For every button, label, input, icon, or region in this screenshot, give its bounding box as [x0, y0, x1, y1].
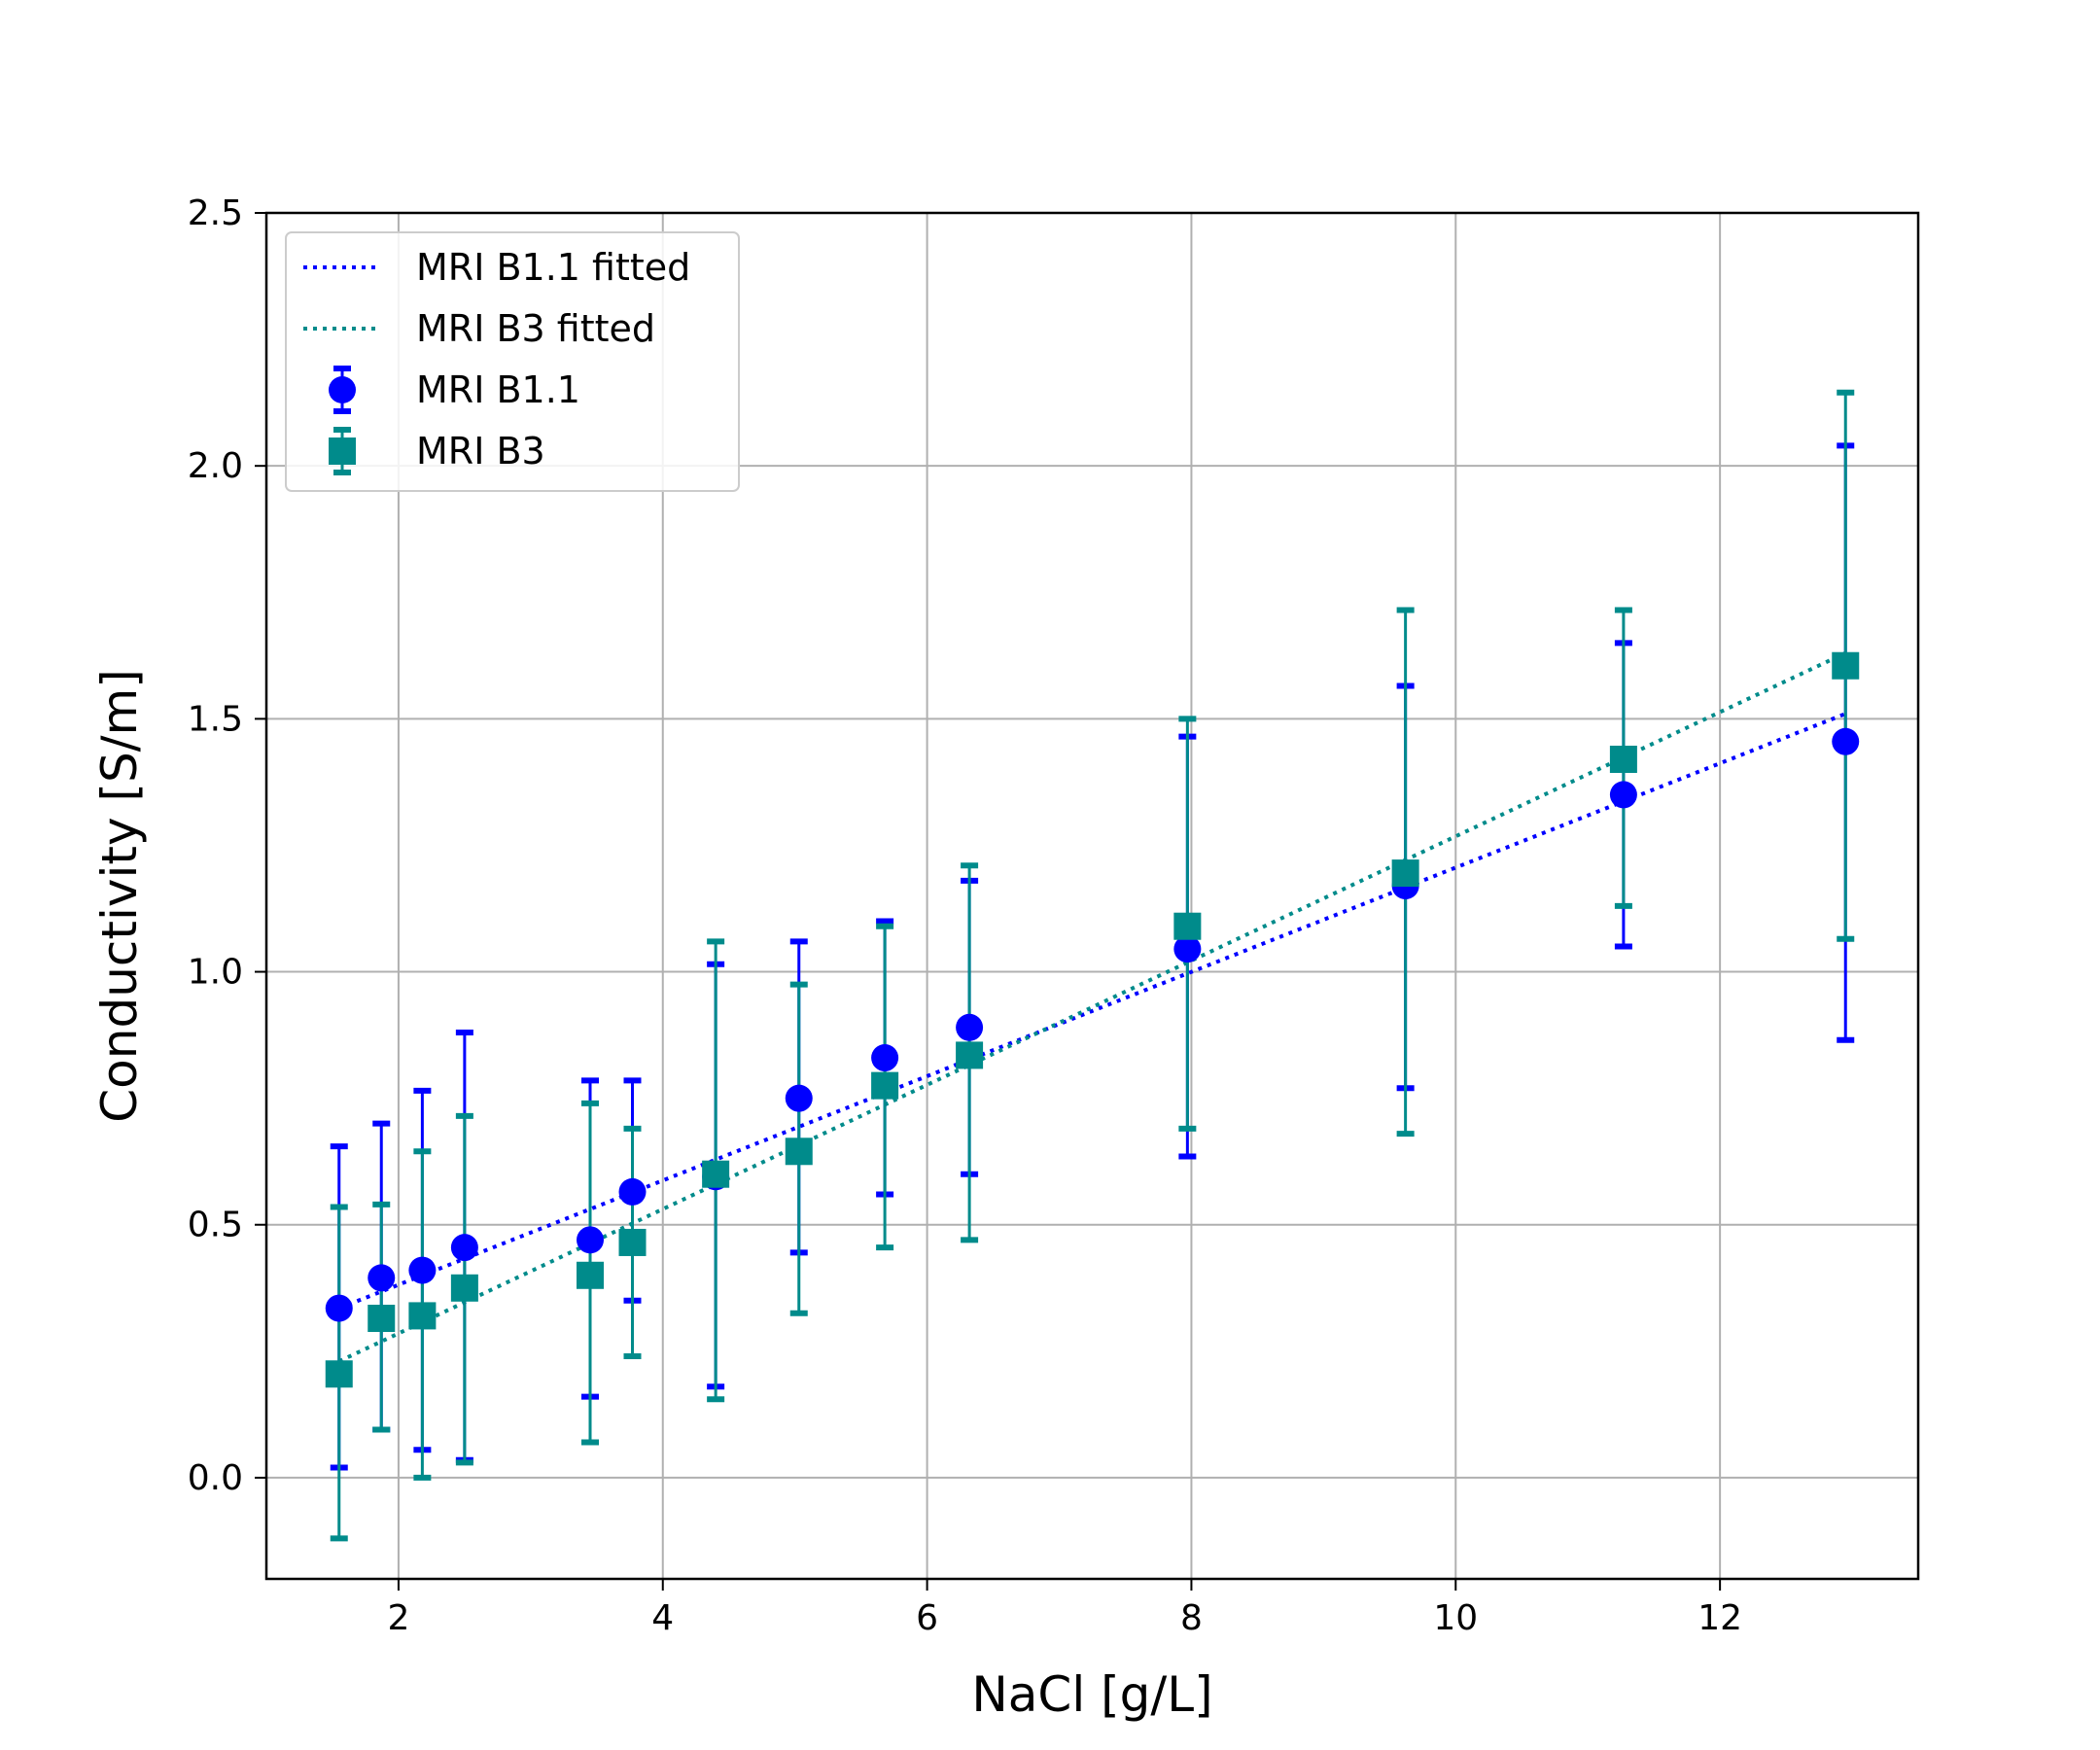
data-point-square — [450, 1274, 478, 1302]
axis-ticks: 2 4 6 8 10 12 0.0 0.5 1.0 1.5 2.0 2.5 — [188, 193, 1742, 1638]
data-point-square — [408, 1302, 437, 1330]
data-point-circle — [368, 1264, 396, 1292]
data-point-square — [1391, 859, 1419, 888]
legend-box — [285, 231, 740, 492]
data-point-circle — [956, 1013, 984, 1041]
data-point-square — [1832, 651, 1860, 680]
data-point-square — [368, 1305, 396, 1333]
data-point-circle — [577, 1226, 605, 1254]
data-point-square — [871, 1071, 899, 1100]
data-point-square — [1173, 912, 1202, 940]
data-point-circle — [1832, 727, 1860, 755]
x-tick-label: 8 — [1180, 1598, 1203, 1638]
legend-label: MRI B1.1 — [416, 368, 580, 411]
data-point-square — [702, 1160, 730, 1188]
data-markers — [325, 651, 1860, 1388]
fit-lines — [337, 650, 1847, 1364]
y-tick-label: 1.5 — [188, 699, 243, 739]
data-point-square — [1609, 746, 1637, 773]
y-tick-label: 2.5 — [188, 193, 243, 233]
y-axis-label: Conductivity [S/m] — [91, 669, 148, 1122]
legend-label: MRI B3 fitted — [416, 307, 655, 350]
data-point-square — [785, 1138, 813, 1166]
data-point-circle — [325, 1294, 353, 1322]
y-tick-label: 0.0 — [188, 1458, 243, 1498]
axes-frame — [264, 211, 1920, 1581]
y-tick-label: 0.5 — [188, 1206, 243, 1245]
data-point-circle — [1609, 781, 1637, 809]
x-tick-label: 10 — [1433, 1598, 1478, 1638]
legend-marker-square — [329, 438, 356, 465]
data-point-circle — [450, 1234, 478, 1262]
legend-label: MRI B3 — [416, 430, 545, 472]
x-tick-label: 4 — [651, 1598, 674, 1638]
y-tick-label: 1.0 — [188, 953, 243, 993]
x-tick-label: 12 — [1698, 1598, 1742, 1638]
x-axis-label: NaCl [g/L] — [971, 1666, 1212, 1723]
data-point-square — [577, 1261, 605, 1289]
x-tick-label: 6 — [916, 1598, 938, 1638]
data-point-circle — [785, 1084, 813, 1112]
y-tick-label: 2.0 — [188, 446, 243, 486]
fit-line — [338, 712, 1846, 1311]
data-point-circle — [1173, 935, 1202, 963]
data-point-circle — [408, 1256, 437, 1284]
legend-marker-circle — [329, 376, 356, 403]
legend-label: MRI B1.1 fitted — [416, 246, 690, 289]
data-point-square — [956, 1041, 984, 1069]
data-point-circle — [618, 1177, 647, 1206]
data-point-square — [618, 1228, 647, 1256]
data-point-circle — [871, 1044, 899, 1072]
grid-lines — [266, 212, 1918, 1579]
x-tick-label: 2 — [387, 1598, 409, 1638]
data-point-square — [325, 1360, 353, 1388]
legend: MRI B1.1 fitted MRI B3 fitted MRI B1.1 MRI … — [285, 231, 740, 492]
